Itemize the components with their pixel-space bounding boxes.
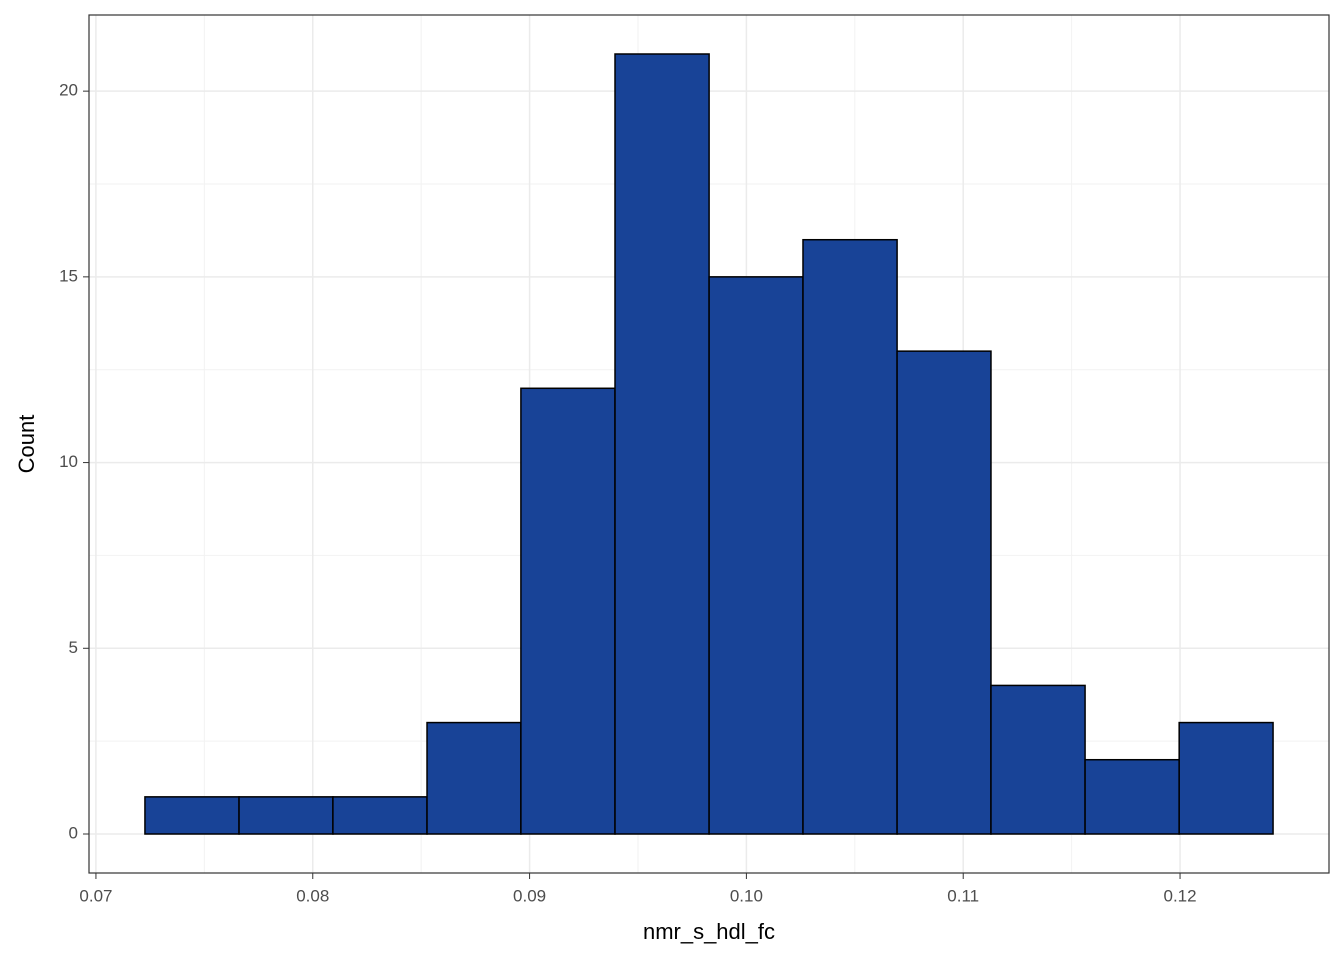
panel-border <box>88 14 1330 874</box>
y-tick-label: 5 <box>69 638 78 657</box>
bar <box>426 721 522 835</box>
y-tick-label: 20 <box>59 81 78 100</box>
bar <box>520 387 616 835</box>
bar <box>990 684 1086 835</box>
bar <box>896 350 992 835</box>
x-tick-label: 0.07 <box>79 886 112 905</box>
bar <box>238 796 334 835</box>
bar <box>802 238 898 835</box>
bar <box>708 276 804 835</box>
bar <box>614 53 710 835</box>
bar <box>332 796 428 835</box>
x-tick-label: 0.10 <box>730 886 763 905</box>
x-tick-label: 0.11 <box>947 886 979 905</box>
bar <box>1084 758 1180 835</box>
y-axis-title: Count <box>14 415 39 474</box>
y-tick-label: 0 <box>69 823 78 842</box>
bar <box>144 796 240 835</box>
x-tick-label: 0.09 <box>513 886 546 905</box>
x-tick-label: 0.12 <box>1163 886 1196 905</box>
bar <box>1178 721 1274 835</box>
y-tick-label: 15 <box>59 266 78 285</box>
x-axis-title: nmr_s_hdl_fc <box>643 919 775 944</box>
y-tick-label: 10 <box>59 452 78 471</box>
x-tick-label: 0.08 <box>296 886 329 905</box>
